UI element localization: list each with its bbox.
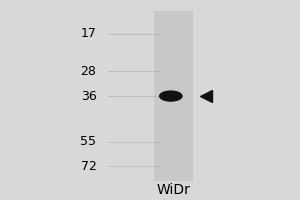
Ellipse shape (159, 90, 183, 102)
Text: 28: 28 (81, 65, 97, 78)
FancyBboxPatch shape (154, 11, 193, 181)
Text: 17: 17 (81, 27, 97, 40)
Text: 55: 55 (80, 135, 97, 148)
Text: WiDr: WiDr (157, 183, 191, 197)
Text: 36: 36 (81, 90, 97, 103)
Text: 72: 72 (81, 160, 97, 173)
